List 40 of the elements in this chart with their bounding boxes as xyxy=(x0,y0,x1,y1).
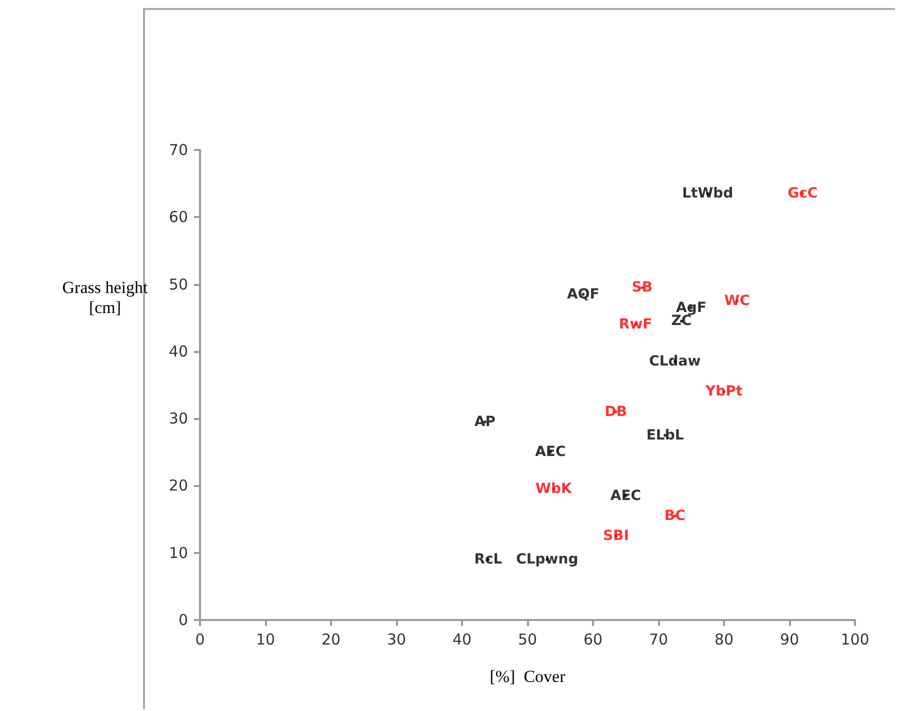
data-label: SBI xyxy=(602,528,629,544)
data-label: ELbL xyxy=(646,427,684,444)
x-tick-label: 30 xyxy=(386,630,406,648)
x-tick-label: 50 xyxy=(518,630,538,648)
data-label: AEC xyxy=(535,444,566,460)
x-tick-label: 60 xyxy=(583,630,603,648)
x-tick-label: 40 xyxy=(452,630,472,648)
data-label: DB xyxy=(604,404,628,420)
data-label: WC xyxy=(724,293,750,310)
y-tick-label: 40 xyxy=(168,342,188,360)
y-tick-label: 50 xyxy=(168,275,188,294)
y-tick-label: 10 xyxy=(168,544,188,562)
data-label: AQF xyxy=(567,286,600,302)
y-tick-label: 60 xyxy=(168,208,188,226)
data-label: CLpwng xyxy=(516,552,578,568)
data-label: AgF xyxy=(676,300,706,316)
x-tick-label: 90 xyxy=(780,630,800,648)
x-tick-label: 70 xyxy=(648,630,668,648)
data-label: YbPt xyxy=(704,384,743,400)
x-tick-label: 10 xyxy=(256,630,276,648)
data-label: GcC xyxy=(788,186,818,202)
x-tick-label: 0 xyxy=(195,630,205,648)
x-axis-title: [%] Cover xyxy=(490,667,566,686)
x-tick-label: 80 xyxy=(714,630,734,648)
data-label: SB xyxy=(632,280,653,296)
data-label: RwF xyxy=(618,316,652,333)
y-tick-label: 20 xyxy=(168,476,188,495)
y-tick-label: 70 xyxy=(168,141,188,159)
data-label: RcL xyxy=(474,552,502,568)
data-label: LtWbd xyxy=(682,186,734,202)
y-tick-label: 0 xyxy=(178,611,188,629)
data-label: CLdaw xyxy=(649,354,701,370)
y-tick-label: 30 xyxy=(168,410,188,428)
data-label: WbK xyxy=(536,481,574,498)
x-tick-label: 100 xyxy=(840,630,870,648)
data-label: AP xyxy=(474,414,496,430)
data-label: AEC xyxy=(610,488,642,504)
y-axis-title: Grass height [cm] xyxy=(61,278,149,318)
data-label: BC xyxy=(664,508,686,524)
x-tick-label: 20 xyxy=(321,630,341,648)
